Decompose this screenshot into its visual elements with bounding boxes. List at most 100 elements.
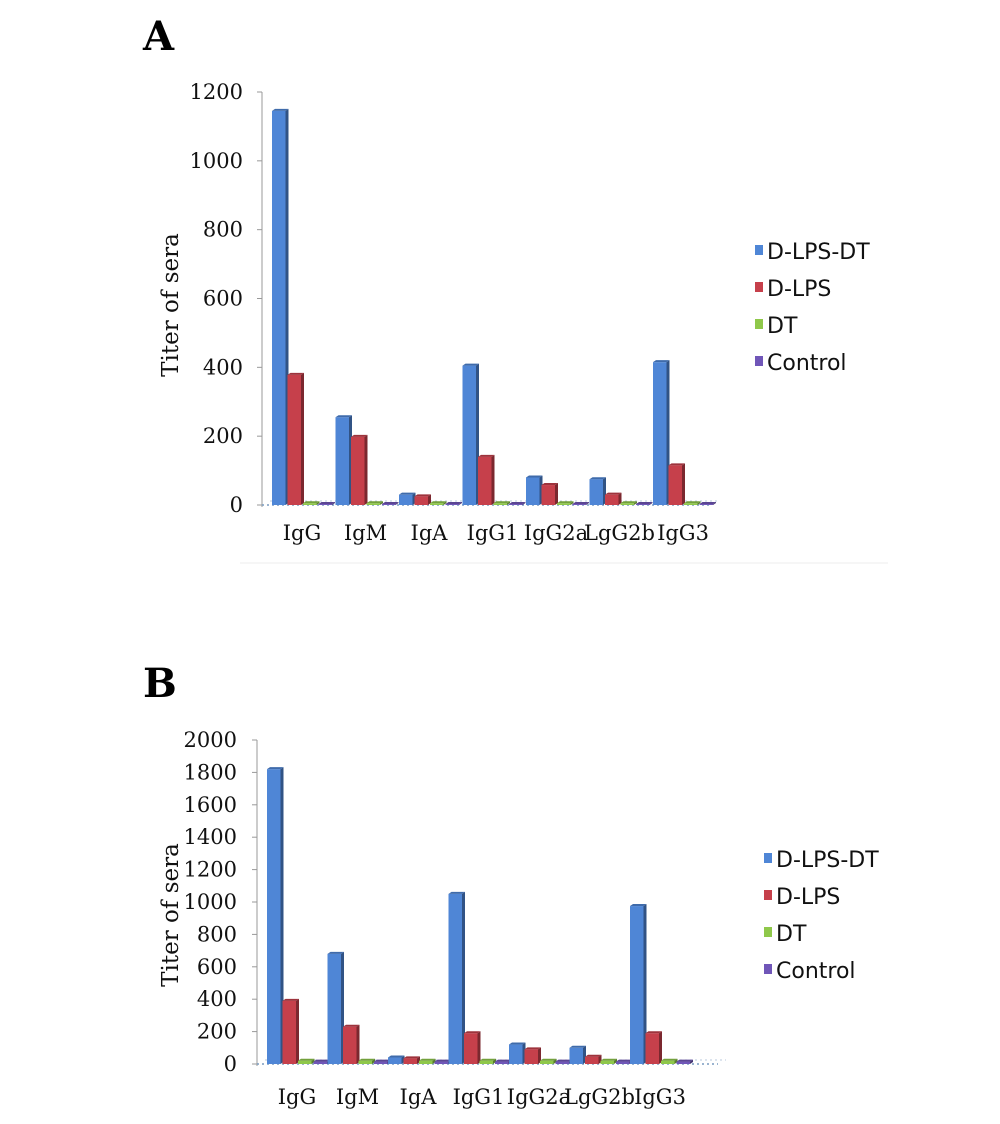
y-tick-label: 600 xyxy=(197,955,237,979)
bar-side xyxy=(280,767,284,1064)
bar-front xyxy=(585,1056,599,1064)
bar xyxy=(448,891,465,1064)
legend-swatch xyxy=(755,282,763,292)
bar xyxy=(661,1058,678,1064)
panel-label-b: B xyxy=(143,660,177,707)
bar-side xyxy=(380,501,383,505)
panel-label-a: A xyxy=(142,13,175,60)
bar xyxy=(382,501,399,505)
bar xyxy=(318,501,335,505)
bar-front xyxy=(493,503,507,505)
bar-top xyxy=(462,363,479,366)
bar-top xyxy=(287,372,304,375)
bar xyxy=(343,1024,360,1064)
bar-top xyxy=(464,1031,481,1034)
y-tick-label: 1600 xyxy=(184,793,237,817)
bar-top xyxy=(620,501,637,504)
legend-label: D-LPS xyxy=(767,277,831,302)
bar-front xyxy=(419,1060,433,1064)
bar-front xyxy=(358,1060,372,1064)
legend-label: Control xyxy=(776,959,856,984)
x-tick-label: IgG3 xyxy=(634,1085,686,1109)
bar xyxy=(493,501,510,505)
bar xyxy=(414,494,431,505)
bar-top xyxy=(282,998,299,1001)
bar-side xyxy=(682,463,685,505)
bar-side xyxy=(395,501,399,505)
bar-top xyxy=(272,108,289,111)
legend-swatch xyxy=(764,853,772,863)
x-tick-label: IgG2a xyxy=(507,1085,571,1109)
bar-top xyxy=(526,475,543,478)
bar xyxy=(541,483,558,505)
bar-top xyxy=(585,1054,602,1057)
bar-top xyxy=(524,1047,541,1050)
bar xyxy=(605,492,622,505)
bar-side xyxy=(459,501,462,505)
bar-top xyxy=(374,1059,391,1062)
y-tick-label: 1000 xyxy=(184,890,237,914)
bar xyxy=(540,1058,557,1064)
bar-front xyxy=(403,1058,417,1064)
bar-front xyxy=(462,365,476,505)
bar xyxy=(668,463,685,505)
bar-front xyxy=(589,479,603,505)
bar-front xyxy=(630,906,644,1064)
y-tick-label: 1000 xyxy=(190,149,243,173)
bar-top xyxy=(572,501,589,504)
bar-front xyxy=(327,953,341,1064)
legend-swatch xyxy=(755,245,763,255)
bar-top xyxy=(636,501,653,504)
bar xyxy=(569,1045,586,1064)
bar-side xyxy=(586,501,589,505)
y-tick-label: 0 xyxy=(230,493,243,517)
bar-side xyxy=(538,1047,541,1064)
bar-side xyxy=(372,1058,375,1064)
bar-front xyxy=(287,374,301,505)
bar-top xyxy=(509,501,526,504)
bar xyxy=(303,501,320,505)
x-tick-label: IgM xyxy=(336,1085,379,1109)
bar-front xyxy=(509,1044,523,1064)
bar xyxy=(351,434,368,505)
bar-front xyxy=(605,494,619,505)
bar xyxy=(282,998,299,1064)
bar-top xyxy=(495,1059,512,1062)
bar-top xyxy=(327,951,344,954)
bar-top xyxy=(414,494,431,497)
y-tick-label: 1400 xyxy=(184,825,237,849)
bar xyxy=(509,501,526,505)
bar xyxy=(445,501,462,505)
bar xyxy=(287,372,304,505)
bar-front xyxy=(540,1060,554,1064)
bar-side xyxy=(649,501,653,505)
bar-front xyxy=(388,1057,402,1064)
bar-top xyxy=(668,463,685,466)
x-tick-label: IgG xyxy=(278,1085,317,1109)
bar-side xyxy=(316,501,320,505)
y-tick-label: 800 xyxy=(197,922,237,946)
bar-top xyxy=(600,1058,617,1061)
bar-front xyxy=(267,769,281,1064)
bar-front xyxy=(434,1061,448,1064)
bar-side xyxy=(634,501,637,505)
y-tick-label: 1200 xyxy=(190,80,243,104)
bar-top xyxy=(653,360,670,363)
bar xyxy=(572,501,589,505)
bar-side xyxy=(356,1024,360,1064)
bar-front xyxy=(272,110,286,505)
bar-front xyxy=(541,485,555,505)
bar-front xyxy=(509,503,523,505)
bar-side xyxy=(432,1058,436,1064)
legend-swatch xyxy=(764,890,772,900)
bar-top xyxy=(676,1059,693,1062)
bar-top xyxy=(699,501,716,504)
bar-side xyxy=(690,1059,693,1064)
bar-top xyxy=(616,1059,633,1062)
legend-label: D-LPS-DT xyxy=(767,240,870,265)
bar xyxy=(620,501,637,505)
bar-top xyxy=(645,1031,662,1034)
bar-top xyxy=(541,483,558,486)
bar-front xyxy=(645,1033,659,1064)
bar-side xyxy=(643,904,647,1064)
